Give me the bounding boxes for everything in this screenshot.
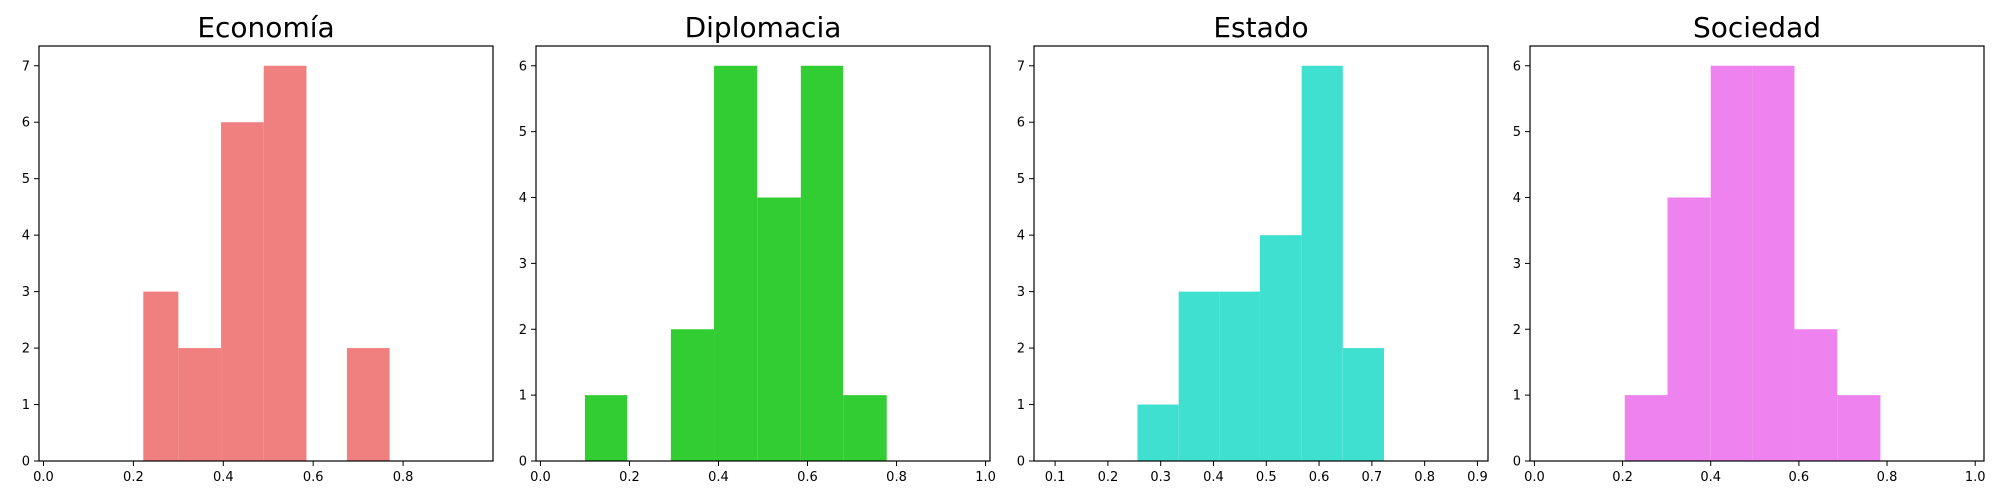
y-tick-label: 2 bbox=[519, 323, 527, 338]
y-tick-label: 5 bbox=[1017, 172, 1025, 187]
y-tick-label: 0 bbox=[22, 455, 30, 470]
x-tick-label: 0.2 bbox=[123, 470, 144, 485]
histogram-bar bbox=[584, 395, 628, 461]
x-tick-label: 0.8 bbox=[1414, 470, 1435, 485]
y-tick-label: 0 bbox=[1513, 455, 1521, 470]
x-tick-label: 0.8 bbox=[1877, 470, 1898, 485]
histogram-bar bbox=[1219, 291, 1260, 461]
axes-frame bbox=[1033, 45, 1489, 462]
histogram-bar bbox=[1710, 65, 1753, 461]
x-tick-label: 0.6 bbox=[1789, 470, 1810, 485]
y-tick-label: 5 bbox=[1513, 125, 1521, 140]
histogram-bar bbox=[1342, 348, 1385, 461]
x-tick-label: 0.2 bbox=[1612, 470, 1633, 485]
y-tick-label: 2 bbox=[22, 342, 30, 357]
axes-frame bbox=[1529, 45, 1985, 462]
y-tick-label: 7 bbox=[22, 59, 30, 74]
y-tick-label: 2 bbox=[1513, 323, 1521, 338]
histogram-bar bbox=[670, 329, 715, 461]
histogram-bar bbox=[178, 348, 222, 461]
panel-estado: Estado 0.1 0.2 0.3 0.4 0.5 0.6 0.7 0.8 0.9 0 1 2 3 4 5… bbox=[1017, 11, 1489, 485]
histogram-bar bbox=[346, 348, 390, 461]
histogram-bar bbox=[221, 122, 264, 461]
x-tick-label: 0.4 bbox=[1700, 470, 1721, 485]
histogram-bar bbox=[1794, 329, 1838, 461]
y-tick-label: 6 bbox=[1017, 116, 1025, 131]
y-tick-label: 6 bbox=[1513, 59, 1521, 74]
histogram-bar bbox=[1259, 235, 1302, 461]
histogram-bar bbox=[757, 197, 801, 461]
x-tick-label: 0.6 bbox=[797, 470, 818, 485]
x-tick-label: 0.5 bbox=[1256, 470, 1277, 485]
y-tick-label: 1 bbox=[1513, 389, 1521, 404]
y-tick-label: 3 bbox=[1017, 285, 1025, 300]
y-tick-label: 3 bbox=[519, 257, 527, 272]
x-tick-label: 0.8 bbox=[886, 470, 907, 485]
x-tick-label: 0.8 bbox=[393, 470, 414, 485]
histogram-bar bbox=[1137, 404, 1179, 461]
axes-frame bbox=[535, 45, 991, 462]
panel-title: Economía bbox=[197, 11, 334, 44]
histogram-bar bbox=[1178, 291, 1220, 461]
panel-sociedad: Sociedad 0.0 0.2 0.4 0.6 0.8 1.0 0 1 2 3 4 5 6 bbox=[1513, 11, 1986, 485]
histogram-bar bbox=[1667, 197, 1711, 461]
histogram-bar bbox=[1752, 65, 1795, 461]
axes-frame bbox=[38, 45, 494, 462]
y-tick-label: 2 bbox=[1017, 342, 1025, 357]
y-tick-label: 4 bbox=[1513, 191, 1521, 206]
y-tick-label: 3 bbox=[22, 285, 30, 300]
y-tick-label: 3 bbox=[1513, 257, 1521, 272]
y-tick-label: 4 bbox=[519, 191, 527, 206]
y-tick-label: 1 bbox=[519, 389, 527, 404]
y-tick-label: 4 bbox=[22, 229, 30, 244]
x-tick-label: 0.0 bbox=[530, 470, 551, 485]
y-tick-label: 6 bbox=[22, 116, 30, 131]
y-tick-label: 7 bbox=[1017, 59, 1025, 74]
histogram-bar bbox=[1837, 395, 1881, 461]
panel-title: Diplomacia bbox=[685, 11, 842, 44]
x-tick-label: 0.6 bbox=[1309, 470, 1330, 485]
panel-title: Estado bbox=[1213, 11, 1308, 44]
histogram-bar bbox=[843, 395, 887, 461]
y-tick-label: 6 bbox=[519, 59, 527, 74]
histogram-bar bbox=[800, 65, 844, 461]
panel-diplomacia: Diplomacia 0.0 0.2 0.4 0.6 0.8 1.0 0 1 2 3 4 5 6 bbox=[519, 11, 996, 485]
histogram-bar bbox=[714, 65, 758, 461]
panel-title: Sociedad bbox=[1693, 11, 1821, 44]
x-tick-label: 0.2 bbox=[1098, 470, 1119, 485]
x-tick-label: 0.1 bbox=[1045, 470, 1066, 485]
histogram-bar bbox=[1624, 395, 1668, 461]
x-tick-label: 1.0 bbox=[975, 470, 996, 485]
y-tick-label: 5 bbox=[22, 172, 30, 187]
x-tick-label: 0.3 bbox=[1150, 470, 1171, 485]
x-tick-label: 0.9 bbox=[1467, 470, 1488, 485]
y-tick-label: 4 bbox=[1017, 229, 1025, 244]
panel-economia: Economía 0.0 0.2 0.4 0.6 0.8 0 1 2 3 4 5 6 7 bbox=[22, 11, 494, 485]
x-tick-label: 0.2 bbox=[619, 470, 640, 485]
x-tick-label: 1.0 bbox=[1965, 470, 1986, 485]
histogram-bar bbox=[143, 291, 179, 461]
y-tick-label: 1 bbox=[1017, 398, 1025, 413]
x-tick-label: 0.0 bbox=[1524, 470, 1545, 485]
histogram-bar bbox=[1301, 65, 1343, 461]
x-tick-label: 0.4 bbox=[1203, 470, 1224, 485]
x-tick-label: 0.0 bbox=[33, 470, 54, 485]
x-tick-label: 0.7 bbox=[1362, 470, 1383, 485]
x-tick-label: 0.4 bbox=[213, 470, 234, 485]
x-tick-label: 0.6 bbox=[303, 470, 324, 485]
x-tick-label: 0.4 bbox=[708, 470, 729, 485]
y-tick-label: 0 bbox=[519, 455, 527, 470]
histogram-bar bbox=[263, 65, 307, 461]
y-tick-label: 1 bbox=[22, 398, 30, 413]
y-tick-label: 5 bbox=[519, 125, 527, 140]
y-tick-label: 0 bbox=[1017, 455, 1025, 470]
